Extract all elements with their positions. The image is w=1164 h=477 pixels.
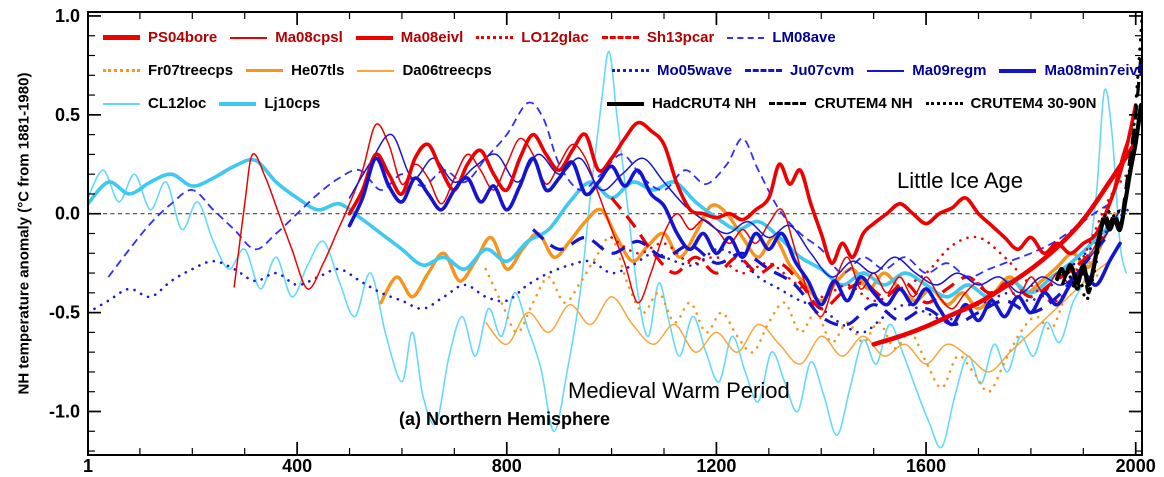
legend-item-lm08ave: LM08ave (727, 29, 836, 46)
legend-label: LM08ave (772, 29, 836, 46)
legend-line-sample (246, 69, 284, 72)
legend-item-ps04bore: PS04bore (103, 29, 217, 46)
legend-item-sh13pcar: Sh13pcar (601, 29, 715, 46)
legend-line-sample (476, 36, 514, 39)
series-lo12glac (610, 168, 1132, 303)
legend-label: Ma08min7eivf (1044, 62, 1143, 79)
x-tick-label: 800 (492, 456, 522, 476)
annotation-little-ice-age: Little Ice Age (897, 168, 1023, 193)
legend-item-ma09regm: Ma09regm (867, 62, 986, 79)
legend-label: CRUTEM4 NH (814, 95, 913, 112)
y-tick-label: 1.0 (55, 6, 80, 26)
legend-label: CRUTEM4 30-90N (970, 95, 1097, 112)
series-ma08cpsl (233, 123, 1134, 318)
legend-item-crutem4-30-90n: CRUTEM4 30-90N (925, 95, 1097, 112)
legend-label: Sh13pcar (646, 29, 715, 46)
legend-line-sample (999, 68, 1037, 73)
series-ma09regm (348, 133, 1121, 294)
series-he07tls (379, 203, 1117, 311)
legend-label: PS04bore (148, 29, 218, 46)
legend-line-sample (230, 36, 268, 39)
legend-line-sample (219, 101, 257, 106)
legend-line-sample (745, 69, 783, 72)
legend-line-sample (601, 36, 639, 39)
x-tick-label: 1 (83, 456, 93, 476)
legend-label: Ma08cpsl (275, 29, 343, 46)
legend-label: He07tls (291, 62, 345, 79)
legend-item-da06treecps: Da06treecps (357, 62, 492, 79)
y-tick-label: 0.0 (55, 204, 80, 224)
legend-label: Ma08eivl (400, 29, 464, 46)
legend-item-he07tls: He07tls (246, 62, 344, 79)
legend-item-hadcrut4-nh: HadCRUT4 NH (607, 95, 756, 112)
legend-item-crutem4-nh: CRUTEM4 NH (769, 95, 913, 112)
legend-item-cl12loc: CL12loc (103, 95, 206, 112)
legend-item-lo12glac: LO12glac (476, 29, 589, 46)
legend-item-ma08eivl: Ma08eivl (355, 29, 464, 46)
legend-line-sample (103, 69, 140, 72)
legend-group: HadCRUT4 NH CRUTEM4 NH CRUTEM4 30-90N (607, 95, 1096, 112)
legend-line-sample (925, 102, 963, 105)
legend-label: Lj10cps (264, 95, 321, 112)
legend-line-sample (103, 35, 140, 40)
legend-label: Mo05wave (657, 62, 733, 79)
annotation--a-northern-hemisphere: (a) Northern Hemisphere (399, 409, 611, 429)
legend-item-lj10cps: Lj10cps (219, 95, 320, 112)
x-tick-label: 1600 (906, 456, 946, 476)
legend-label: HadCRUT4 NH (652, 95, 757, 112)
legend-item-fr07treecps: Fr07treecps (103, 62, 233, 79)
y-tick-label: 0.5 (55, 105, 80, 125)
legend-item-ju07cvm: Ju07cvm (745, 62, 854, 79)
legend-group: PS04bore Ma08cpsl Ma08eivl LO12glac Sh13pcar… (103, 29, 836, 46)
series-ma08eivl (347, 103, 1138, 266)
legend-line-sample (727, 36, 765, 39)
legend-group: Fr07treecps He07tls Da06treecps (103, 62, 492, 79)
legend-label: Fr07treecps (148, 62, 234, 79)
legend-item-ma08min7eivf: Ma08min7eivf (999, 62, 1143, 79)
series-ps04bore (871, 140, 1138, 347)
y-tick-label: -0.5 (49, 303, 80, 323)
legend-item-mo05wave: Mo05wave (612, 62, 732, 79)
legend-line-sample (355, 35, 393, 40)
series-crutem4-30-90n (1068, 14, 1142, 303)
legend-line-sample (612, 69, 649, 72)
legend-label: CL12loc (148, 95, 207, 112)
series-lm08ave (107, 101, 1110, 278)
x-tick-label: 2000 (1116, 456, 1156, 476)
x-tick-label: 1200 (696, 456, 736, 476)
series-crutem4-nh (1060, 55, 1142, 295)
series-sh13pcar (610, 196, 1111, 311)
legend-group: CL12loc Lj10cps (103, 95, 320, 112)
legend-group: Mo05wave Ju07cvm Ma09regm Ma08min7eivf (612, 62, 1143, 79)
legend-label: Ma09regm (912, 62, 987, 79)
annotation-medieval-warm-period: Medieval Warm Period (568, 378, 790, 403)
legend-item-ma08cpsl: Ma08cpsl (230, 29, 343, 46)
y-axis-label: NH temperature anomaly (°C from 1881-198… (15, 72, 33, 395)
legend-line-sample (769, 102, 807, 105)
series-mo05wave (88, 208, 1130, 334)
legend-line-sample (607, 101, 644, 106)
x-tick-label: 400 (282, 456, 312, 476)
plot-frame (87, 11, 1143, 456)
series-ma08min7eivf (347, 156, 1122, 327)
legend-label: Ju07cvm (790, 62, 855, 79)
legend-label: LO12glac (521, 29, 589, 46)
series-da06treecps (485, 260, 1111, 373)
legend-line-sample (103, 102, 140, 105)
legend-line-sample (357, 69, 395, 72)
legend-label: Da06treecps (402, 62, 492, 79)
y-tick-label: -1.0 (49, 401, 80, 421)
legend-line-sample (867, 69, 905, 72)
